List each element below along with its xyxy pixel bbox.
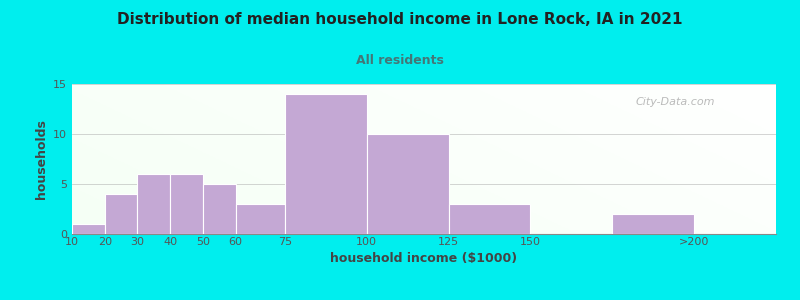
Bar	[138, 174, 170, 234]
Bar	[105, 194, 138, 234]
Bar	[366, 134, 449, 234]
Bar	[72, 224, 105, 234]
Bar	[236, 204, 285, 234]
Text: City-Data.com: City-Data.com	[635, 97, 714, 107]
Bar	[170, 174, 203, 234]
Y-axis label: households: households	[34, 119, 47, 199]
Bar	[285, 94, 366, 234]
X-axis label: household income ($1000): household income ($1000)	[330, 252, 518, 265]
Bar	[203, 184, 236, 234]
Text: Distribution of median household income in Lone Rock, IA in 2021: Distribution of median household income …	[118, 12, 682, 27]
Bar	[449, 204, 530, 234]
Bar	[612, 214, 694, 234]
Text: All residents: All residents	[356, 54, 444, 67]
